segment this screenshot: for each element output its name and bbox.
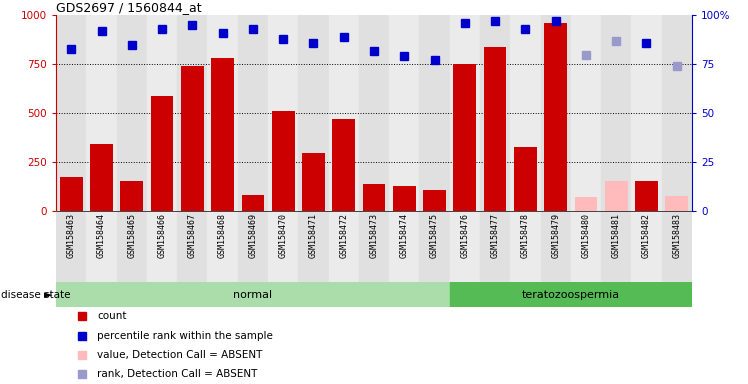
- Bar: [662, 15, 692, 211]
- Bar: [86, 211, 117, 282]
- Bar: [207, 15, 238, 211]
- Bar: [631, 211, 662, 282]
- Text: GSM158482: GSM158482: [642, 213, 651, 258]
- Bar: [450, 282, 692, 307]
- Text: GSM158474: GSM158474: [399, 213, 408, 258]
- Bar: [666, 195, 688, 211]
- Bar: [605, 181, 628, 211]
- Bar: [56, 211, 86, 282]
- Text: GSM158478: GSM158478: [521, 213, 530, 258]
- Text: count: count: [97, 311, 127, 321]
- Text: GSM158464: GSM158464: [97, 213, 106, 258]
- Text: GSM158481: GSM158481: [612, 213, 621, 258]
- Bar: [480, 211, 510, 282]
- Bar: [420, 15, 450, 211]
- Text: GSM158479: GSM158479: [551, 213, 560, 258]
- Text: GSM158470: GSM158470: [279, 213, 288, 258]
- Bar: [238, 211, 268, 282]
- Bar: [268, 15, 298, 211]
- Bar: [389, 211, 420, 282]
- Text: ►: ►: [44, 290, 52, 300]
- Bar: [298, 211, 328, 282]
- Bar: [359, 15, 389, 211]
- Bar: [514, 147, 537, 211]
- Text: GSM158467: GSM158467: [188, 213, 197, 258]
- Bar: [268, 211, 298, 282]
- Text: rank, Detection Call = ABSENT: rank, Detection Call = ABSENT: [97, 369, 258, 379]
- Bar: [635, 181, 657, 211]
- Text: GSM158471: GSM158471: [309, 213, 318, 258]
- Text: GSM158465: GSM158465: [127, 213, 136, 258]
- Bar: [545, 23, 567, 211]
- Bar: [238, 15, 268, 211]
- Text: normal: normal: [233, 290, 272, 300]
- Bar: [302, 154, 325, 211]
- Text: GSM158483: GSM158483: [672, 213, 681, 258]
- Text: GSM158468: GSM158468: [218, 213, 227, 258]
- Text: GSM158469: GSM158469: [248, 213, 257, 258]
- Bar: [328, 211, 359, 282]
- Bar: [450, 211, 480, 282]
- Text: value, Detection Call = ABSENT: value, Detection Call = ABSENT: [97, 350, 263, 360]
- Bar: [453, 64, 476, 211]
- Bar: [541, 211, 571, 282]
- Text: GSM158475: GSM158475: [430, 213, 439, 258]
- Text: disease state: disease state: [1, 290, 70, 300]
- Bar: [332, 119, 355, 211]
- Bar: [207, 211, 238, 282]
- Bar: [177, 211, 207, 282]
- Bar: [541, 15, 571, 211]
- Text: GSM158463: GSM158463: [67, 213, 76, 258]
- Bar: [510, 211, 541, 282]
- Text: GSM158480: GSM158480: [581, 213, 590, 258]
- Bar: [450, 15, 480, 211]
- Bar: [423, 190, 446, 211]
- Text: percentile rank within the sample: percentile rank within the sample: [97, 331, 273, 341]
- Text: GSM158466: GSM158466: [158, 213, 167, 258]
- Bar: [420, 211, 450, 282]
- Text: GSM158477: GSM158477: [491, 213, 500, 258]
- Bar: [298, 15, 328, 211]
- Bar: [389, 15, 420, 211]
- Text: teratozoospermia: teratozoospermia: [522, 290, 620, 300]
- Text: GSM158473: GSM158473: [370, 213, 378, 258]
- Text: GSM158476: GSM158476: [460, 213, 469, 258]
- Bar: [150, 96, 174, 211]
- Bar: [574, 197, 598, 211]
- Bar: [662, 211, 692, 282]
- Bar: [211, 58, 234, 211]
- Bar: [147, 211, 177, 282]
- Bar: [56, 282, 450, 307]
- Bar: [480, 15, 510, 211]
- Bar: [484, 47, 506, 211]
- Bar: [117, 211, 147, 282]
- Bar: [60, 177, 82, 211]
- Bar: [91, 144, 113, 211]
- Bar: [328, 15, 359, 211]
- Bar: [601, 211, 631, 282]
- Bar: [363, 184, 385, 211]
- Text: GDS2697 / 1560844_at: GDS2697 / 1560844_at: [56, 1, 202, 14]
- Bar: [181, 66, 203, 211]
- Bar: [601, 15, 631, 211]
- Bar: [359, 211, 389, 282]
- Bar: [56, 15, 86, 211]
- Bar: [177, 15, 207, 211]
- Bar: [571, 211, 601, 282]
- Bar: [120, 181, 143, 211]
- Bar: [631, 15, 662, 211]
- Bar: [571, 15, 601, 211]
- Bar: [117, 15, 147, 211]
- Bar: [393, 186, 416, 211]
- Bar: [272, 111, 295, 211]
- Bar: [86, 15, 117, 211]
- Bar: [147, 15, 177, 211]
- Bar: [510, 15, 541, 211]
- Bar: [242, 195, 264, 211]
- Text: GSM158472: GSM158472: [340, 213, 349, 258]
